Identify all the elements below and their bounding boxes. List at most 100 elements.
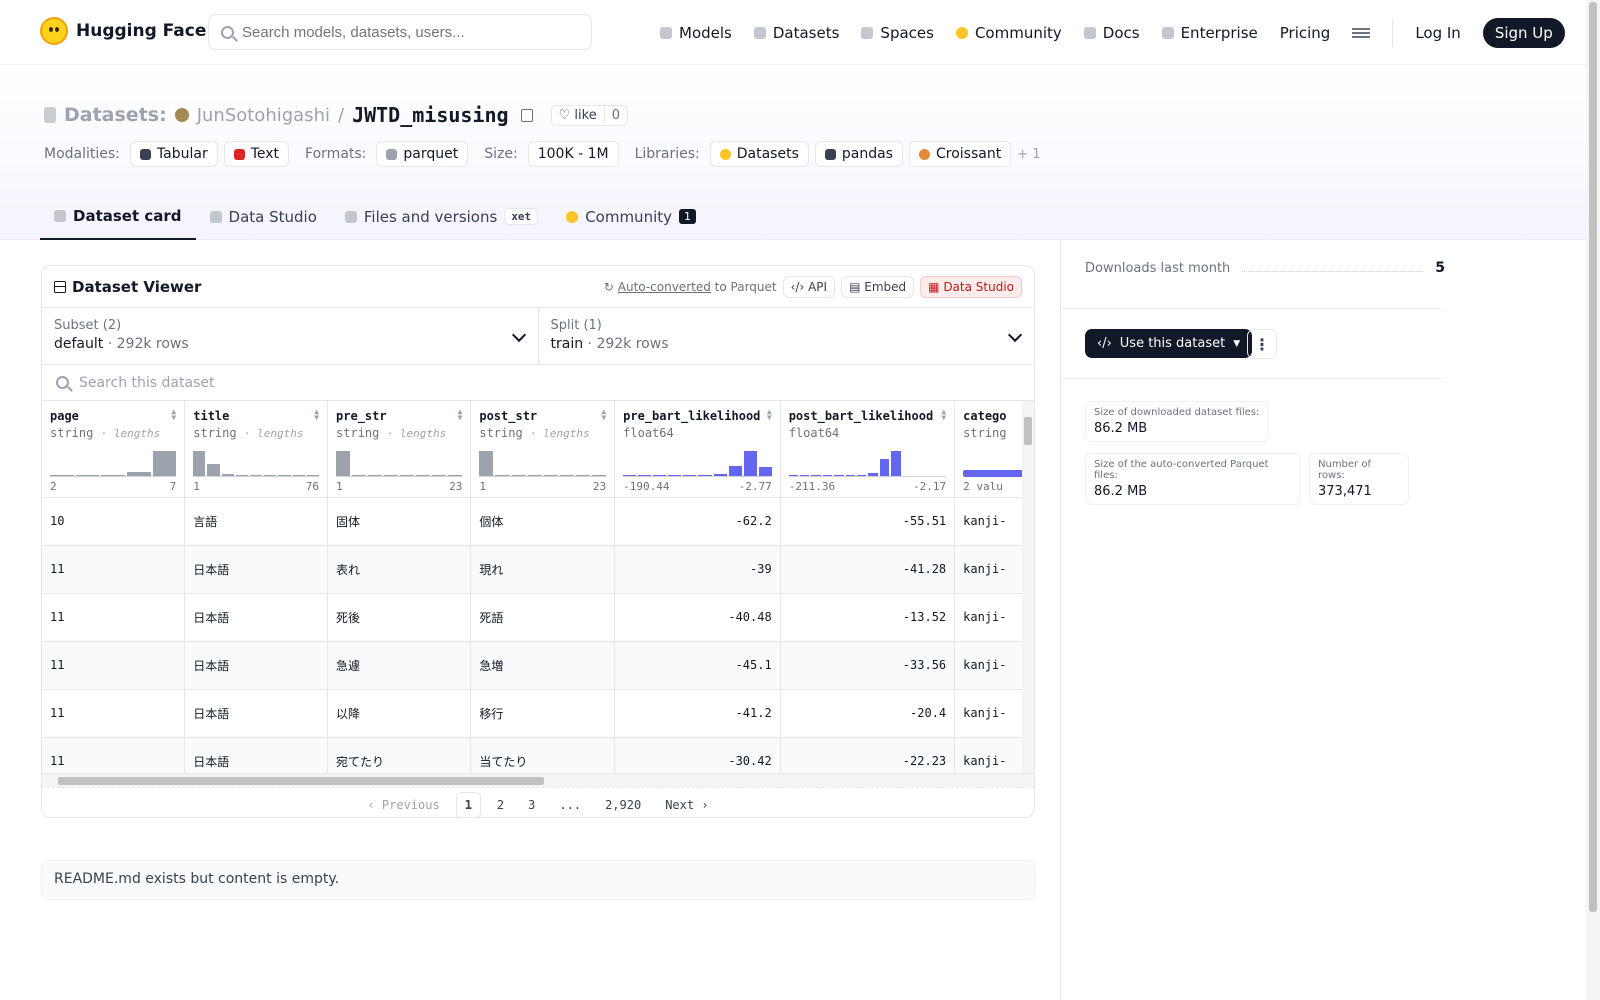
column-header-category[interactable]: catego string 2 valu	[954, 401, 1034, 498]
table-cell[interactable]: 10	[42, 497, 186, 546]
column-header-pre-bart-likelihood[interactable]: pre_bart_likelihood ▲ ▼ float64 -190.44 -2.…	[614, 401, 781, 498]
copy-icon[interactable]	[520, 108, 533, 122]
brand-logo[interactable]: Hugging Face	[40, 17, 206, 45]
login-link[interactable]: Log In	[1415, 24, 1461, 42]
horizontal-scrollbar[interactable]	[42, 773, 1034, 787]
table-cell[interactable]: -62.2	[614, 497, 781, 546]
nav-datasets[interactable]: Datasets	[753, 24, 839, 42]
sort-icon[interactable]: ▲ ▼	[171, 407, 177, 422]
like-button[interactable]: ♡ like 0	[550, 104, 628, 126]
table-row[interactable]: 11 日本語 表れ 現れ -39 -41.28 kanji-	[42, 545, 1034, 594]
global-search-input[interactable]	[242, 23, 572, 41]
signup-button[interactable]: Sign Up	[1482, 18, 1565, 48]
table-cell[interactable]: 11	[42, 737, 186, 773]
page-last-button[interactable]: 2,920	[605, 797, 642, 812]
column-histogram[interactable]	[623, 447, 772, 477]
nav-spaces[interactable]: Spaces	[861, 24, 934, 42]
split-select[interactable]: Split (1) train · 292k rows	[539, 308, 1035, 364]
sort-icon[interactable]: ▲ ▼	[457, 407, 463, 422]
libraries-more[interactable]: + 1	[1017, 146, 1041, 162]
table-cell[interactable]: kanji-	[954, 545, 1034, 594]
owner-link[interactable]: JunSotohigashi	[196, 104, 330, 126]
table-cell[interactable]: 以降	[327, 689, 472, 738]
table-cell[interactable]: 11	[42, 593, 186, 642]
nav-pricing[interactable]: Pricing	[1280, 24, 1331, 42]
sort-icon[interactable]: ▲ ▼	[601, 407, 607, 422]
table-cell[interactable]: -55.51	[780, 497, 956, 546]
nav-models[interactable]: Models	[660, 24, 732, 42]
table-cell[interactable]: -45.1	[614, 641, 781, 690]
tab-dataset-card[interactable]: Dataset card	[40, 193, 196, 240]
table-row[interactable]: 11 日本語 宛てたり 当てたり -30.42 -22.23 kanji-	[42, 737, 1034, 773]
table-cell[interactable]: 固体	[327, 497, 472, 546]
column-header-title[interactable]: title ▲ ▼ string · lengths 1 76	[184, 401, 329, 498]
table-cell[interactable]: -20.4	[780, 689, 956, 738]
table-cell[interactable]: 日本語	[184, 641, 329, 690]
nav-docs[interactable]: Docs	[1083, 24, 1140, 42]
table-cell[interactable]: 移行	[470, 689, 616, 738]
sort-icon[interactable]: ▲ ▼	[314, 407, 320, 422]
section-label[interactable]: Datasets:	[64, 104, 167, 126]
column-histogram[interactable]	[788, 447, 947, 477]
nav-enterprise[interactable]: Enterprise	[1161, 24, 1258, 42]
data-studio-button[interactable]: ▦ Data Studio	[920, 275, 1022, 298]
auto-converted-link[interactable]: Auto-converted	[617, 279, 711, 294]
column-header-post-str[interactable]: post_str ▲ ▼ string · lengths 1 23	[470, 401, 616, 498]
column-header-post-bart-likelihood[interactable]: post_bart_likelihood ▲ ▼ float64 -211.36 -2…	[780, 401, 956, 498]
table-cell[interactable]: -30.42	[614, 737, 781, 773]
table-cell[interactable]: kanji-	[954, 593, 1034, 642]
table-cell[interactable]: 11	[42, 545, 186, 594]
table-cell[interactable]: -33.56	[780, 641, 956, 690]
table-cell[interactable]: 死語	[470, 593, 616, 642]
table-cell[interactable]: 日本語	[184, 737, 329, 773]
column-histogram[interactable]	[963, 447, 1025, 477]
vertical-scrollbar[interactable]	[1022, 401, 1034, 773]
tag-pandas[interactable]: pandas	[814, 141, 903, 167]
table-row[interactable]: 11 日本語 急遽 急増 -45.1 -33.56 kanji-	[42, 641, 1034, 690]
api-button[interactable]: ‹/› API	[782, 275, 836, 298]
table-cell[interactable]: kanji-	[954, 641, 1034, 690]
table-cell[interactable]: 急増	[470, 641, 616, 690]
tag-text[interactable]: Text	[223, 141, 290, 167]
table-row[interactable]: 11 日本語 以降 移行 -41.2 -20.4 kanji-	[42, 689, 1034, 738]
table-cell[interactable]: -41.2	[614, 689, 781, 738]
table-cell[interactable]: 日本語	[184, 593, 329, 642]
column-histogram[interactable]	[336, 447, 463, 477]
sort-icon[interactable]: ▲ ▼	[941, 407, 947, 422]
column-histogram[interactable]	[193, 447, 320, 477]
table-cell[interactable]: -22.23	[780, 737, 956, 773]
use-dataset-button[interactable]: ‹/› Use this dataset ▼	[1085, 329, 1253, 358]
sort-icon[interactable]: ▲ ▼	[766, 407, 772, 422]
page-1-button[interactable]: 1	[455, 791, 481, 817]
embed-button[interactable]: ▤ Embed	[841, 275, 915, 298]
table-cell[interactable]: 11	[42, 641, 186, 690]
tab-community[interactable]: Community 1	[552, 193, 710, 240]
auto-converted-note[interactable]: ↻ Auto-converted to Parquet	[603, 279, 777, 294]
table-cell[interactable]: 死後	[327, 593, 472, 642]
global-search[interactable]	[208, 14, 592, 50]
table-cell[interactable]: -41.28	[780, 545, 956, 594]
table-cell[interactable]: 日本語	[184, 545, 329, 594]
table-cell[interactable]: 言語	[184, 497, 329, 546]
page-2-button[interactable]: 2	[496, 797, 505, 812]
page-3-button[interactable]: 3	[528, 797, 536, 812]
column-histogram[interactable]	[479, 447, 607, 477]
table-cell[interactable]: -13.52	[780, 593, 956, 642]
table-cell[interactable]: 日本語	[184, 689, 329, 738]
table-cell[interactable]: 個体	[470, 497, 616, 546]
owner-avatar[interactable]	[174, 108, 189, 122]
tab-data-studio[interactable]: Data Studio	[196, 193, 331, 240]
table-cell[interactable]: -40.48	[614, 593, 781, 642]
table-cell[interactable]: 現れ	[470, 545, 616, 594]
tag-datasets[interactable]: Datasets	[709, 141, 809, 167]
horizontal-scroll-thumb[interactable]	[58, 777, 544, 785]
table-cell[interactable]: kanji-	[954, 737, 1034, 773]
nav-community[interactable]: Community	[955, 24, 1062, 42]
tag-parquet[interactable]: parquet	[376, 141, 469, 167]
table-cell[interactable]: 11	[42, 689, 186, 738]
table-cell[interactable]: 当てたり	[470, 737, 616, 773]
vertical-scroll-thumb[interactable]	[1024, 417, 1032, 445]
page-scrollbar[interactable]	[1586, 0, 1600, 1000]
